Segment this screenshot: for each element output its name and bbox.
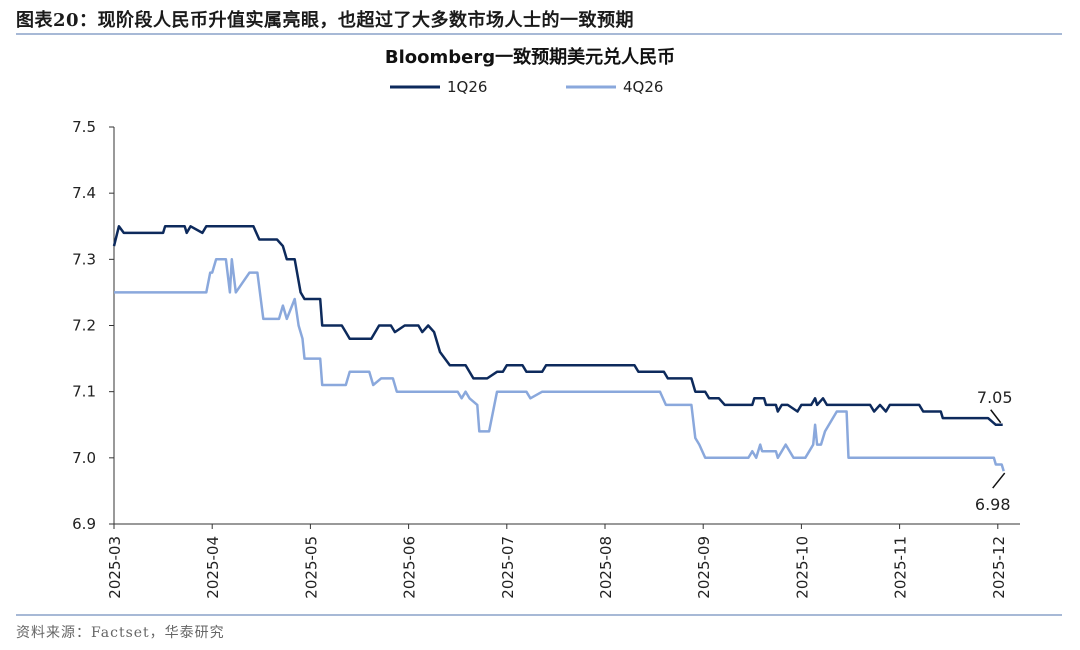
series-layer	[112, 225, 1005, 472]
x-tick-label: 2025-05	[302, 536, 320, 599]
x-tick-label: 2025-06	[401, 536, 419, 599]
y-tick-label: 6.9	[72, 515, 96, 533]
x-tick-label: 2025-03	[106, 536, 124, 599]
bottom-rule	[16, 614, 1062, 616]
series-line-4q26	[114, 258, 1005, 472]
annotations: 7.05 6.98	[975, 388, 1013, 514]
annotation-leader-1q26	[990, 409, 1002, 424]
x-tick-label: 2025-04	[204, 536, 222, 599]
figure-label: 图表20：	[16, 10, 98, 31]
x-tick-label: 2025-11	[892, 536, 910, 599]
legend: 1Q26 4Q26	[390, 78, 663, 96]
y-tick-label: 7.1	[72, 383, 96, 401]
x-tick-label: 2025-10	[793, 536, 811, 599]
y-tick-label: 7.5	[72, 118, 96, 136]
x-tick-label: 2025-12	[990, 536, 1008, 599]
annotation-label-4q26: 6.98	[975, 495, 1011, 514]
top-rule	[16, 33, 1062, 35]
y-tick-label: 7.0	[72, 449, 96, 467]
x-tick-label: 2025-09	[695, 536, 713, 599]
axes: 7.5 7.4 7.3 7.2 7.1 7.0 6.9 2025-03 2025-04 2025-…	[72, 118, 1020, 599]
line-chart: Bloomberg一致预期美元兑人民币 1Q26 4Q26 7.57.47.37.…	[72, 46, 1020, 599]
legend-label-4q26: 4Q26	[623, 78, 663, 96]
legend-label-1q26: 1Q26	[447, 78, 487, 96]
annotation-label-1q26: 7.05	[977, 388, 1013, 407]
x-tick-label: 2025-07	[499, 536, 517, 599]
series-line-1q26	[112, 225, 1003, 427]
y-tick-label: 7.4	[72, 184, 96, 202]
y-tick-label: 7.2	[72, 317, 96, 335]
figure-title: 图表20：现阶段人民币升值实属亮眼，也超过了大多数市场人士的一致预期	[16, 6, 634, 32]
source-note: 资料来源：Factset，华泰研究	[16, 625, 225, 641]
x-tick-label: 2025-08	[597, 536, 615, 599]
figure-title-text: 现阶段人民币升值实属亮眼，也超过了大多数市场人士的一致预期	[97, 10, 635, 31]
chart-title: Bloomberg一致预期美元兑人民币	[385, 46, 675, 68]
y-tick-label: 7.3	[72, 250, 96, 268]
annotation-leader-4q26	[992, 472, 1006, 489]
